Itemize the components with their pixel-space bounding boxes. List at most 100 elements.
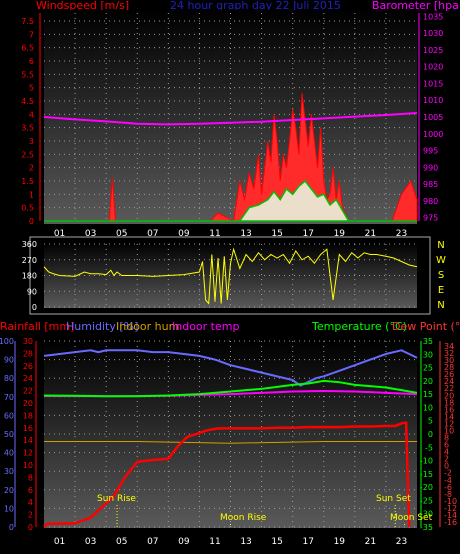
barometer-tick-label: 1010 [423,96,443,105]
windspeed-tick-label: 7.5 [21,17,34,26]
temperature-tick-label: -15 [420,470,433,479]
temperature-tick-label: 20 [423,377,433,386]
x-tick-label: 11 [209,229,220,239]
temperature-tick-label: -30 [420,510,433,519]
rain-tick-label: 26 [23,362,33,371]
barometer-tick-label: 975 [423,214,438,223]
indoor-temp-label: Indoor temp [172,320,239,333]
barometer-tick-label: 1020 [423,63,443,72]
dewpoint-tick-label: 34 [444,342,454,351]
rain-tick-label: 0 [28,523,33,532]
rainfall-axis-label: Rainfall [mm] [0,320,74,333]
dewpoint-tick-label: 12 [444,419,454,428]
windspeed-tick-label: 5.5 [21,70,34,79]
bottom-x-tick-label: 09 [178,537,190,547]
rain-tick-label: 28 [23,349,33,358]
dewpoint-tick-label: 10 [444,426,454,435]
rain-tick-label: 8 [28,473,33,482]
dewpoint-tick-label: -6 [444,483,452,492]
x-tick-label: 23 [396,229,407,239]
rain-tick-label: 22 [23,387,33,396]
x-tick-label: 21 [365,229,376,239]
bottom-x-tick-label: 11 [209,537,220,547]
windspeed-tick-label: 2 [29,164,34,173]
humidity-tick-label: 80 [4,374,14,383]
humidity-tick-label: 70 [4,393,14,402]
bottom-x-tick-label: 19 [334,537,346,547]
windspeed-tick-label: 1.5 [21,177,34,186]
dewpoint-tick-label: -16 [444,518,457,527]
windspeed-tick-label: 3.5 [21,124,34,133]
direction-tick-label: 180 [22,272,37,281]
dewpoint-tick-label: -2 [444,469,452,478]
barometer-tick-label: 1035 [423,12,443,21]
data-layer [43,92,418,528]
x-tick-label: 07 [147,229,158,239]
dewpoint-tick-label: 8 [444,434,449,443]
bottom-x-tick-label: 03 [85,537,96,547]
rain-tick-label: 24 [23,374,33,383]
dewpoint-tick-label: 28 [444,363,454,372]
rain-tick-label: 18 [23,411,33,420]
barometer-tick-label: 1015 [423,79,443,88]
direction-tick-label: 360 [22,240,37,249]
barometer-tick-label: 1000 [423,130,443,139]
rainfall-series [43,421,411,528]
rain-tick-label: 16 [23,424,33,433]
rain-tick-label: 2 [28,511,33,520]
temperature-tick-label: -5 [425,443,433,452]
x-tick-label: 19 [334,229,346,239]
humidity-tick-label: 50 [4,430,14,439]
dewpoint-tick-label: 30 [444,356,454,365]
x-tick-label: 15 [271,229,282,239]
dewpoint-tick-label: 32 [444,349,454,358]
windspeed-tick-label: 0.5 [21,204,34,213]
wind-average-series [44,179,417,222]
temperature-tick-label: -10 [420,457,433,466]
barometer-series [43,111,418,126]
dewpoint-tick-label: -4 [444,476,452,485]
temperature-series [43,379,418,398]
temperature-tick-label: 10 [423,403,433,412]
temperature-tick-label: 30 [423,350,433,359]
humidity-tick-label: 40 [4,449,14,458]
temperature-tick-label: 0 [428,430,433,439]
humidity-tick-label: 10 [4,504,14,513]
sun-rise-label: Sun Rise [97,494,136,504]
dewpoint-tick-label: -12 [444,504,457,513]
humidity-tick-label: 60 [4,411,14,420]
bottom-x-tick-label: 01 [54,537,65,547]
barometer-tick-label: 995 [423,147,438,156]
temperature-tick-label: 15 [423,390,433,399]
windspeed-tick-label: 4.5 [21,97,34,106]
barometer-tick-label: 985 [423,180,438,189]
compass-label: N [437,240,444,251]
dewpoint-tick-label: 22 [444,384,454,393]
temperature-tick-label: -25 [420,496,433,505]
chart-title: 24 hour graph day 22 Juli 2015 [170,0,341,12]
windspeed-tick-label: 6 [29,57,34,66]
barometer-tick-label: 980 [423,197,438,206]
rain-tick-label: 20 [23,399,33,408]
temperature-tick-label: 25 [423,364,433,373]
windspeed-tick-label: 2.5 [21,150,34,159]
direction-tick-label: 90 [27,287,37,296]
windspeed-tick-label: 1 [29,190,34,199]
x-tick-label: 09 [178,229,190,239]
rain-tick-label: 14 [23,436,33,445]
direction-panel-frame [29,236,431,315]
x-tick-label: 13 [240,229,251,239]
bottom-x-tick-label: 15 [271,537,282,547]
humidity-tick-label: 20 [4,486,14,495]
rain-tick-label: 6 [28,486,33,495]
temperature-axis-label: Temperature (°C) [311,320,407,333]
temperature-tick-label: -20 [420,483,433,492]
indoor-humidity-series [44,440,417,444]
moon-set-label: Moon Set [390,513,433,523]
compass-label: W [436,255,446,266]
humidity-tick-label: 90 [4,356,14,365]
compass-label: E [438,285,444,296]
dewpoint-tick-label: 20 [444,391,454,400]
dewpoint-tick-label: -8 [444,490,452,499]
